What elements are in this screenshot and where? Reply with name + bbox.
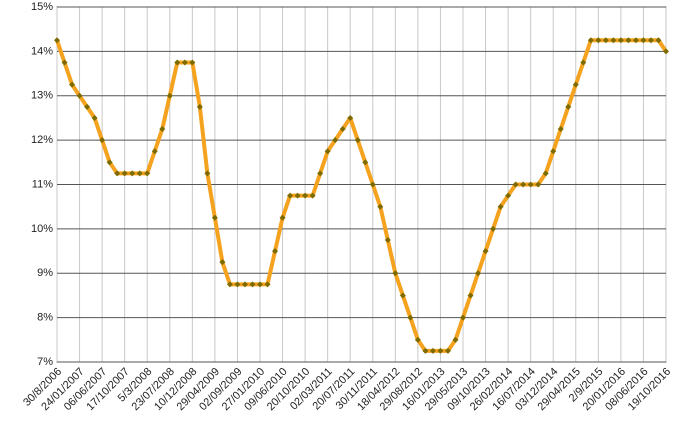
point xyxy=(399,292,406,299)
point xyxy=(106,159,113,166)
point xyxy=(151,148,158,155)
y-tick-label: 8% xyxy=(37,312,53,324)
point xyxy=(249,281,256,288)
line xyxy=(55,38,668,353)
point xyxy=(640,37,647,44)
point xyxy=(422,347,429,354)
point xyxy=(377,203,384,210)
point xyxy=(437,347,444,354)
point xyxy=(241,281,248,288)
point xyxy=(121,170,128,177)
point xyxy=(144,170,151,177)
point xyxy=(264,281,271,288)
point xyxy=(317,170,324,177)
point xyxy=(550,148,557,155)
point xyxy=(362,159,369,166)
point xyxy=(226,281,233,288)
point xyxy=(535,181,542,188)
point xyxy=(159,126,166,133)
point xyxy=(339,126,346,133)
point xyxy=(452,336,459,343)
point xyxy=(61,59,68,66)
point xyxy=(497,203,504,210)
point xyxy=(69,81,76,88)
point xyxy=(332,137,339,144)
y-tick-label: 11% xyxy=(32,178,53,190)
point xyxy=(392,270,399,277)
point xyxy=(512,181,519,188)
point xyxy=(204,170,211,177)
point xyxy=(663,48,669,55)
point xyxy=(76,92,83,99)
point xyxy=(460,314,466,321)
point xyxy=(234,281,241,288)
point xyxy=(174,59,181,66)
y-tick-label: 15% xyxy=(31,1,53,13)
point xyxy=(354,137,361,144)
point xyxy=(444,347,451,354)
point xyxy=(467,292,474,299)
point xyxy=(602,37,609,44)
point xyxy=(309,192,316,199)
point xyxy=(557,126,564,133)
point xyxy=(520,181,527,188)
y-tick-label: 10% xyxy=(31,223,53,235)
point xyxy=(505,192,512,199)
point xyxy=(572,81,579,88)
point xyxy=(54,37,60,44)
point xyxy=(655,37,662,44)
point xyxy=(84,103,91,110)
point xyxy=(384,236,391,243)
point xyxy=(129,170,136,177)
point xyxy=(587,37,594,44)
point xyxy=(625,37,632,44)
point xyxy=(324,148,331,155)
point xyxy=(617,37,624,44)
point xyxy=(99,137,106,144)
point xyxy=(181,59,188,66)
point xyxy=(91,114,98,121)
point xyxy=(647,37,654,44)
point xyxy=(166,92,173,99)
point xyxy=(407,314,414,321)
y-tick-label: 7% xyxy=(37,356,53,368)
point xyxy=(414,336,421,343)
point xyxy=(196,103,203,110)
y-tick-label: 9% xyxy=(37,267,53,279)
point xyxy=(189,59,196,66)
point xyxy=(482,248,489,255)
point xyxy=(369,181,376,188)
y-tick-label: 13% xyxy=(31,90,53,102)
point xyxy=(272,248,279,255)
point xyxy=(542,170,549,177)
point xyxy=(114,170,121,177)
point xyxy=(294,192,301,199)
point xyxy=(475,270,482,277)
point xyxy=(279,214,286,221)
point xyxy=(490,225,497,232)
point xyxy=(610,37,617,44)
point xyxy=(287,192,294,199)
point xyxy=(136,170,143,177)
point xyxy=(429,347,436,354)
point xyxy=(527,181,534,188)
point xyxy=(257,281,263,288)
point xyxy=(595,37,602,44)
point xyxy=(632,37,639,44)
point xyxy=(302,192,309,199)
point xyxy=(347,114,354,121)
point xyxy=(565,103,572,110)
y-tick-label: 12% xyxy=(31,134,53,146)
point xyxy=(219,259,226,266)
y-tick-label: 14% xyxy=(31,45,53,57)
point xyxy=(580,59,587,66)
point xyxy=(211,214,218,221)
